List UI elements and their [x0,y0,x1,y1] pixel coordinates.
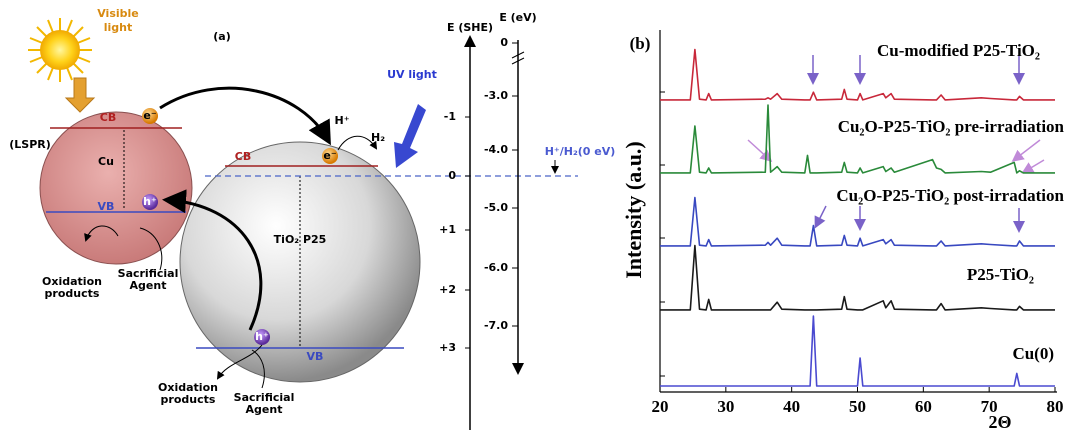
she-tick-label: 0 [448,169,456,182]
ev-tick-label: -6.0 [484,261,508,274]
ev-ticks: 0 -3.0 -4.0 -5.0 -6.0 -7.0 [484,36,518,332]
hole-transfer [162,189,263,331]
tio2-vb: VB [307,350,324,363]
cu-ox-arrow [84,225,119,242]
ev-tick-label: -5.0 [484,201,508,214]
she-title: E (SHE) [447,21,493,34]
pattern-line [660,244,1055,311]
uv-light: UV light [387,68,437,81]
she-tick-label: -1 [444,110,456,123]
tio2-agent-line [251,349,265,389]
x-tick-label: 70 [981,397,998,416]
series-label: Cu-modified P25-TiO₂ [877,41,1040,60]
tio2-sacrificial-agent: Sacrificial [234,391,295,404]
cu-electron [142,108,158,124]
reference-label: H⁺/H₂(0 eV) [545,145,616,158]
proton: H⁺ [334,114,349,127]
pattern-line [660,104,1055,174]
cu-electron-label: e⁻ [143,109,156,122]
uv-arrow [394,104,426,168]
pattern-line [660,196,1055,247]
ev-tick-label: -7.0 [484,319,508,332]
cu-ox-products: products [45,287,100,300]
visible-light: Visible [97,7,139,20]
she-tick-label: +2 [439,283,456,296]
tio2-hole-label: h⁺ [255,330,269,343]
cu-agent-line [139,227,163,271]
she-ticks: -1 0 +1 +2 +3 [439,110,470,354]
cu-ox-products: Oxidation [42,275,102,288]
tio2-sacrificial-agent: Agent [246,403,283,416]
x-tick-label: 20 [652,397,669,416]
cu-particle [39,111,193,265]
ev-tick-label: -4.0 [484,143,508,156]
panel-label: (a) [213,30,230,43]
x-tick-label: 80 [1047,397,1064,416]
cu-sacrificial-agent: Agent [130,279,167,292]
cu-cb: CB [100,111,116,124]
cu-vb: VB [98,200,115,213]
axis-break [511,57,525,65]
hydrogen: H₂ [371,131,385,144]
y-axis-label: Intensity (a.u.) [621,141,646,279]
pattern-line [660,315,1055,387]
cu-name: Cu [98,155,114,168]
lspr-label: (LSPR) [9,138,51,151]
series-label: Cu₂O-P25-TiO₂ pre-irradiation [838,117,1065,136]
x-tick-label: 30 [717,397,734,416]
panel-a: Visible light (a) (LSPR) CB VB Cu e⁻ h⁺ … [9,7,615,430]
electron-transfer [159,86,331,146]
x-tick-label: 40 [783,397,800,416]
she-tick-label: +1 [439,223,456,236]
sun [28,18,92,82]
visible-arrow [64,77,96,113]
tio2-hole [254,329,270,345]
ev-tick-label: -3.0 [484,89,508,102]
axis-break [511,51,525,59]
panel-b: (b) Intensity (a.u.) 2Θ 20 30 40 50 60 70 80 Cu… [621,30,1065,432]
panel-label: (b) [630,34,651,53]
pattern-line [660,48,1055,101]
tio2-ox-products: products [161,393,216,406]
ev-tick-label: 0 [500,36,508,49]
cu-sacrificial-agent: Sacrificial [118,267,179,280]
visible-light: light [104,21,133,34]
tio2-name: TiO₂ P25 [274,233,327,246]
she-tick-label: +3 [439,341,456,354]
tio2-electron [322,148,338,164]
tio2-ox-arrow [216,344,263,380]
series-label: P25-TiO₂ [967,265,1034,284]
cu-hole [142,194,158,210]
x-tick-label: 50 [849,397,866,416]
series-label: Cu₂O-P25-TiO₂ post-irradation [836,186,1064,205]
cu-hole-label: h⁺ [143,195,157,208]
tio2-electron-label: e⁻ [323,149,336,162]
x-tick-label: 60 [915,397,932,416]
h2-arrow [337,135,378,151]
ev-title: E (eV) [499,11,536,24]
series-label: Cu(0) [1012,344,1054,363]
tio2-ox-products: Oxidation [158,381,218,394]
tio2-cb: CB [235,150,251,163]
x-axis-label: 2Θ [988,412,1011,432]
